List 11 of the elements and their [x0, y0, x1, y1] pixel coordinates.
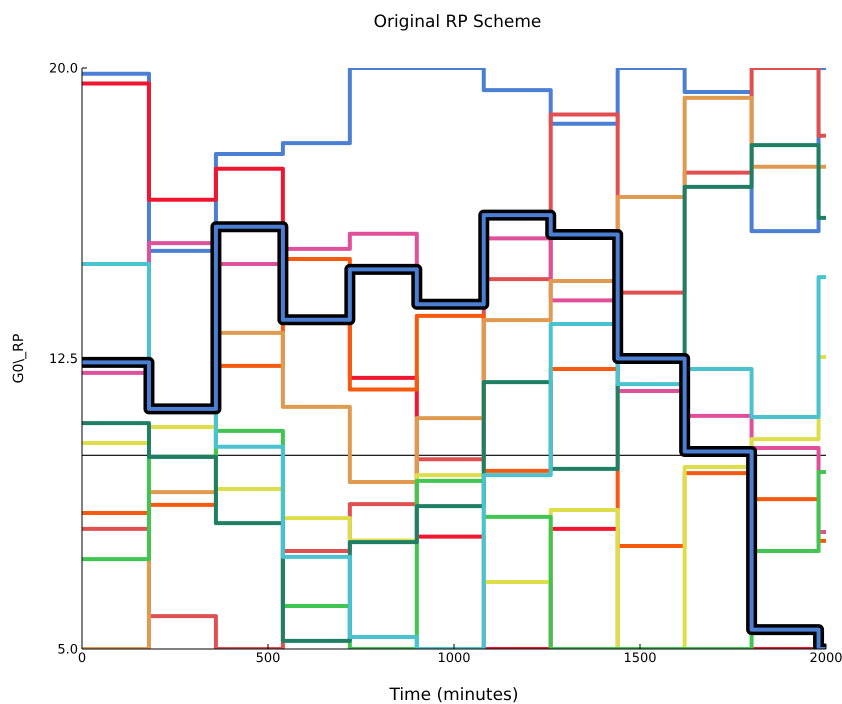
y-tick-label: 5.0 — [57, 642, 78, 658]
x-tick-label: 1000 — [437, 651, 471, 666]
x-tick-label: 0 — [78, 651, 86, 666]
x-tick-label: 2000 — [809, 651, 842, 666]
y-axis-title: G0\_RP — [10, 334, 27, 384]
y-tick-label: 20.0 — [49, 62, 78, 77]
chart-title: Original RP Scheme — [372, 12, 542, 32]
x-tick-label: 1500 — [623, 651, 657, 666]
y-tick-label: 12.5 — [49, 352, 78, 368]
x-tick-label: 500 — [256, 651, 280, 666]
x-axis-title: Time (minutes) — [388, 685, 519, 704]
